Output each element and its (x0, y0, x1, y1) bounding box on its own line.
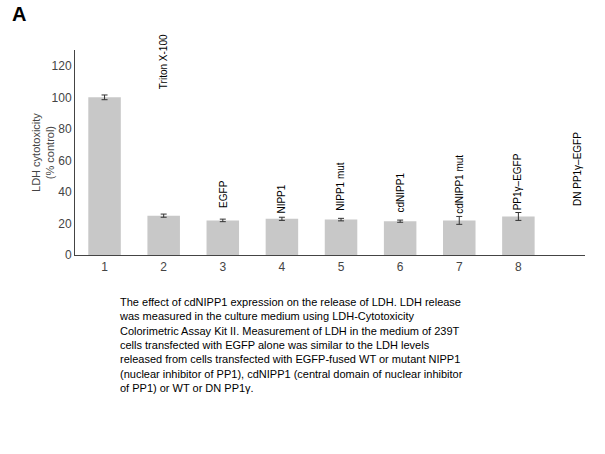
svg-text:7: 7 (456, 260, 463, 274)
svg-text:80: 80 (58, 122, 72, 136)
svg-text:The effect of cdNIPP1 expressi: The effect of cdNIPP1 expression on the … (119, 296, 463, 394)
svg-text:60: 60 (58, 154, 72, 168)
svg-text:cdNIPP1 mut: cdNIPP1 mut (454, 155, 465, 214)
svg-text:PP1γ–EGFP: PP1γ–EGFP (512, 153, 523, 210)
svg-text:Triton X-100: Triton X-100 (158, 34, 169, 89)
svg-text:0: 0 (65, 248, 72, 262)
svg-text:NIPP1: NIPP1 (276, 184, 287, 213)
svg-text:cdNIPP1: cdNIPP1 (395, 173, 406, 213)
svg-text:4: 4 (279, 260, 286, 274)
svg-text:EGFP: EGFP (218, 180, 229, 208)
svg-text:120: 120 (52, 59, 72, 73)
svg-text:A: A (12, 3, 26, 25)
svg-text:2: 2 (160, 260, 167, 274)
svg-text:8: 8 (515, 260, 522, 274)
svg-text:1: 1 (101, 260, 108, 274)
svg-text:LDH cytotoxicity(% control): LDH cytotoxicity(% control) (30, 113, 56, 192)
svg-text:6: 6 (397, 260, 404, 274)
svg-text:NIPP1 mut: NIPP1 mut (335, 162, 346, 211)
svg-text:5: 5 (338, 260, 345, 274)
svg-text:DN PP1γ–EGFP: DN PP1γ–EGFP (572, 132, 583, 206)
svg-text:100: 100 (52, 91, 72, 105)
svg-text:3: 3 (219, 260, 226, 274)
svg-text:40: 40 (58, 185, 72, 199)
svg-text:20: 20 (58, 217, 72, 231)
